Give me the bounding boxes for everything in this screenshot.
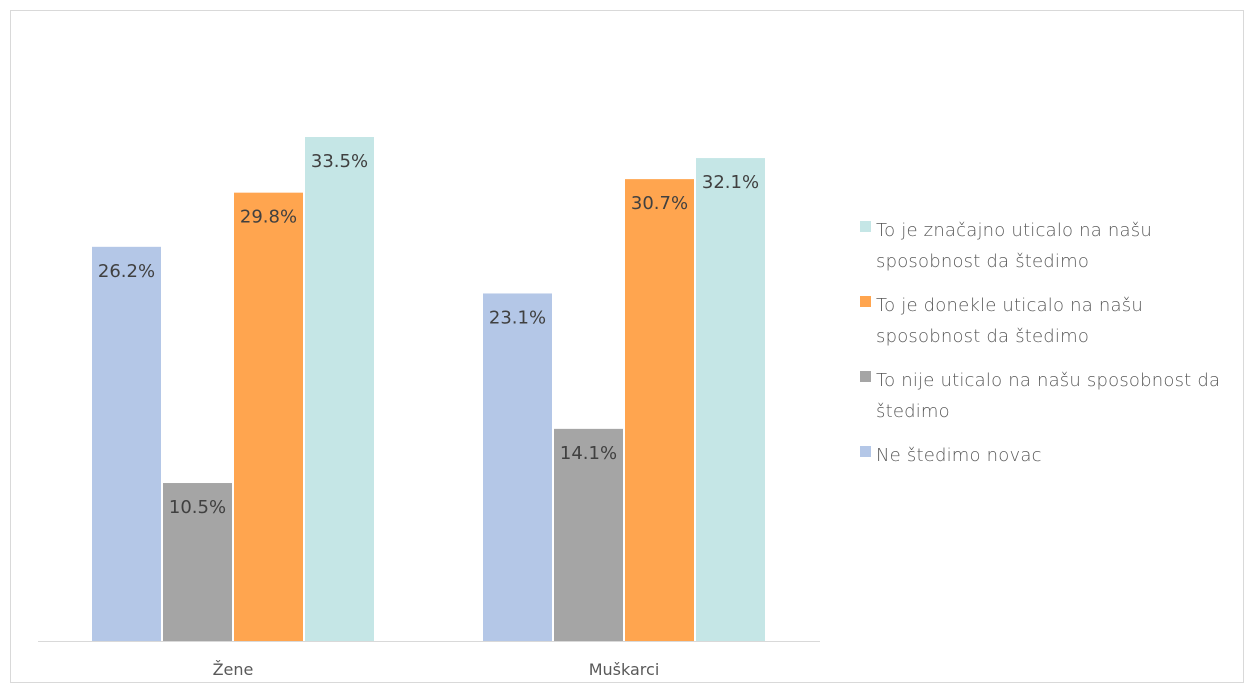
data-label-muskarci-4: 32.1% [702, 172, 759, 193]
bar-muskarci-series-2 [554, 428, 623, 641]
data-label-zene-2: 10.5% [169, 497, 226, 518]
legend-swatch [860, 296, 871, 307]
data-label-zene-1: 26.2% [98, 261, 155, 282]
legend-swatch [860, 371, 871, 382]
bar-zene-series-4 [305, 137, 374, 641]
legend-label: To je značajno uticalo na našu sposobnost… [876, 220, 1152, 272]
chart-legend: To je značajno uticalo na našu sposobnost… [860, 215, 1245, 484]
data-label-muskarci-3: 30.7% [631, 193, 688, 214]
bar-zene-series-2 [163, 483, 232, 641]
data-label-muskarci-2: 14.1% [560, 443, 617, 464]
legend-item-1: To je značajno uticalo na našu sposobnost… [860, 215, 1245, 277]
data-label-zene-4: 33.5% [311, 151, 368, 172]
category-label-muskarci: Muškarci [589, 660, 660, 679]
data-label-zene-3: 29.8% [240, 207, 297, 228]
bar-zene-series-1 [92, 246, 161, 642]
legend-item-4: Ne štedimo novac [860, 440, 1245, 471]
legend-item-3: To nije uticalo na našu sposobnost da šte… [860, 365, 1245, 427]
category-label-zene: Žene [213, 660, 254, 679]
legend-label: To je donekle uticalo na našu sposobnost … [876, 295, 1143, 347]
bar-muskarci-series-4 [696, 158, 765, 641]
legend-item-2: To je donekle uticalo na našu sposobnost … [860, 290, 1245, 352]
legend-swatch [860, 446, 871, 457]
bar-muskarci-series-1 [483, 293, 552, 641]
legend-label: To nije uticalo na našu sposobnost da šte… [876, 370, 1221, 422]
legend-label: Ne štedimo novac [876, 445, 1042, 466]
bar-muskarci-series-3 [625, 179, 694, 641]
data-label-muskarci-1: 23.1% [489, 307, 546, 328]
bar-zene-series-3 [234, 192, 303, 642]
legend-swatch [860, 221, 871, 232]
chart-plot: 26.2% 10.5% 29.8% 33.5% Žene 23.1% 14.1% 30.7% 3… [38, 137, 820, 679]
